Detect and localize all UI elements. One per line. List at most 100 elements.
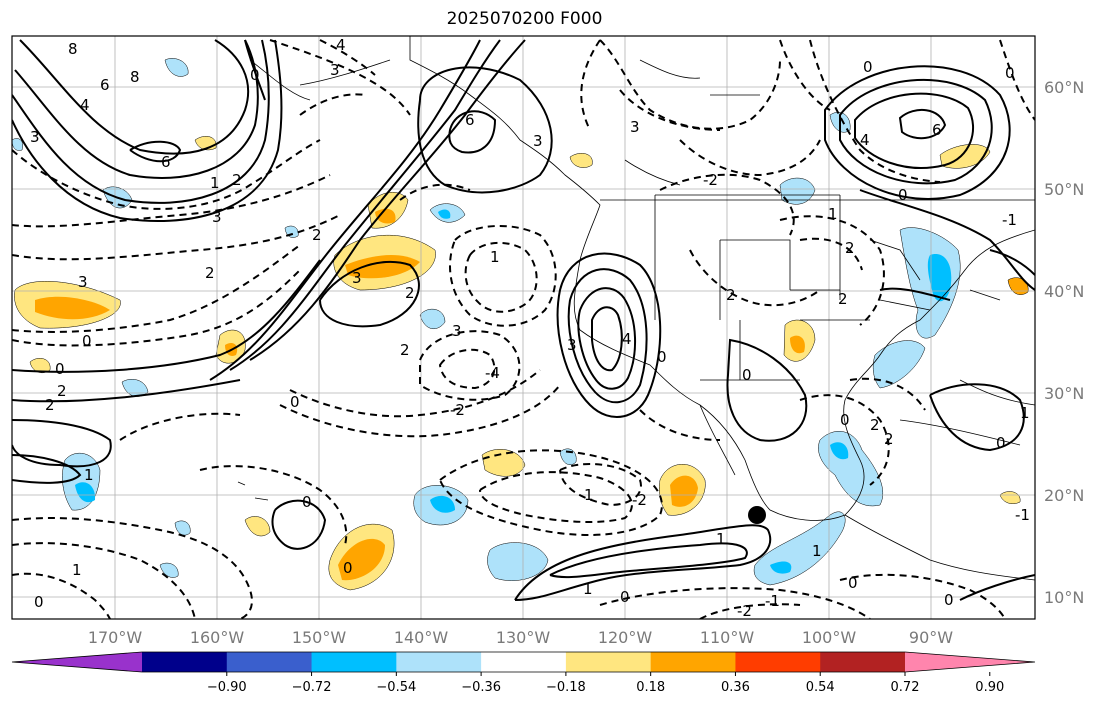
contour-label: 3	[630, 118, 640, 136]
contour-label: 0	[34, 593, 44, 611]
lat-label: 20°N	[1044, 486, 1084, 505]
contour-label: 8	[68, 40, 78, 58]
positive-shade	[790, 335, 805, 354]
colorbar-segment	[735, 652, 821, 672]
contour-label: 0	[290, 393, 300, 411]
contour-label: 4	[622, 330, 632, 348]
lat-label: 10°N	[1044, 588, 1084, 607]
contour-label: 1	[72, 561, 82, 579]
lon-label: 130°W	[496, 628, 551, 647]
contour-label: 0	[944, 591, 954, 609]
contour-label: 2	[845, 239, 855, 257]
map-background	[12, 36, 1035, 619]
longitude-labels: 170°W 160°W 150°W 140°W 130°W 120°W 110°…	[88, 628, 953, 647]
positive-shade	[375, 208, 396, 224]
lat-label: 30°N	[1044, 384, 1084, 403]
colorbar-segment	[226, 652, 313, 672]
negative-shade	[899, 227, 961, 339]
negative-shade	[487, 542, 549, 581]
contour-label: 3	[212, 208, 222, 226]
negative-shade	[419, 308, 446, 329]
colorbar-segment	[650, 652, 736, 672]
contour-label: 1	[584, 486, 594, 504]
chart-title: 2025070200 F000	[446, 9, 603, 29]
colorbar: −0.90 −0.72 −0.54 −0.36 −0.18 0.18 0.36 0.54 0.7…	[11, 651, 1036, 695]
lon-label: 90°W	[909, 628, 953, 647]
colorbar-segment	[142, 652, 228, 672]
contour-label: 1	[1020, 404, 1030, 422]
map-frame	[11, 35, 1036, 620]
colorbar-tick-label: −0.90	[207, 680, 247, 695]
contour-label: 0	[250, 66, 260, 84]
contour-label: -2	[703, 171, 718, 189]
colorbar-segment	[820, 652, 906, 672]
positive-shade	[1007, 277, 1029, 295]
colorbar-tick-label: 0.18	[636, 680, 665, 695]
contour-label: 0	[1005, 64, 1015, 82]
contour-label: 2	[838, 290, 848, 308]
contour-label: 3	[533, 132, 543, 150]
negative-shade	[430, 495, 455, 513]
colorbar-extend-max	[905, 652, 1035, 672]
contour-label: 3	[452, 322, 462, 340]
contour-label: 3	[30, 128, 40, 146]
lat-label: 50°N	[1044, 180, 1084, 199]
positive-shade	[481, 449, 526, 477]
contour-label: 2	[45, 396, 55, 414]
lat-lon-grid	[12, 36, 1035, 619]
lon-label: 150°W	[292, 628, 347, 647]
contour-label: 4	[336, 36, 346, 54]
contour-label: -4	[485, 364, 500, 382]
contour-label: 4	[860, 131, 870, 149]
negative-shade	[174, 520, 191, 536]
colorbar-tick-label: −0.54	[376, 680, 416, 695]
negative-shade	[164, 58, 189, 77]
positive-shade	[338, 538, 385, 581]
colorbar-tick-label: 0.72	[891, 680, 920, 695]
contour-label: 6	[100, 76, 110, 94]
negative-shade	[830, 442, 849, 460]
negative-shade	[927, 254, 952, 302]
coastlines	[237, 36, 1035, 581]
contour-label: 2	[884, 430, 894, 448]
contour-label: 0	[996, 434, 1006, 452]
negative-contours	[12, 39, 1035, 619]
negative-shade	[75, 482, 96, 503]
negative-shade	[12, 138, 23, 151]
contour-label: 1	[812, 542, 822, 560]
colorbar-segment	[396, 652, 482, 672]
contour-label: -2	[632, 491, 647, 509]
contour-label: -1	[1015, 506, 1030, 524]
station-point-marker	[748, 506, 766, 524]
colorbar-tick-label: 0.54	[806, 680, 835, 695]
contour-label: 2	[312, 226, 322, 244]
colorbar-tick-label: −0.36	[461, 680, 501, 695]
contour-label: 1	[210, 174, 220, 192]
lon-label: 110°W	[700, 628, 755, 647]
contour-label: 2	[232, 171, 242, 189]
contour-label: 0	[343, 559, 353, 577]
lat-label: 60°N	[1044, 78, 1084, 97]
positive-shade	[244, 516, 271, 537]
colorbar-extend-min	[12, 652, 142, 672]
positive-shade	[345, 254, 420, 279]
lon-label: 120°W	[598, 628, 653, 647]
lon-label: 160°W	[190, 628, 245, 647]
contour-label: 2	[57, 382, 67, 400]
colorbar-tick-label: 0.36	[721, 680, 750, 695]
lon-label: 140°W	[394, 628, 449, 647]
contour-label: 3	[567, 336, 577, 354]
colorbar-tick-label: 0.90	[975, 680, 1004, 695]
positive-shade	[569, 153, 593, 168]
contour-label: -2	[450, 401, 465, 419]
shaded-fields	[12, 58, 1029, 591]
negative-shade	[872, 340, 926, 389]
contour-label: -2	[737, 602, 752, 620]
lat-label: 40°N	[1044, 282, 1084, 301]
contour-label: 2	[870, 416, 880, 434]
negative-shade	[779, 177, 816, 205]
contour-label: 0	[620, 588, 630, 606]
contour-label: -1	[765, 592, 780, 610]
contour-label: 1	[828, 205, 838, 223]
